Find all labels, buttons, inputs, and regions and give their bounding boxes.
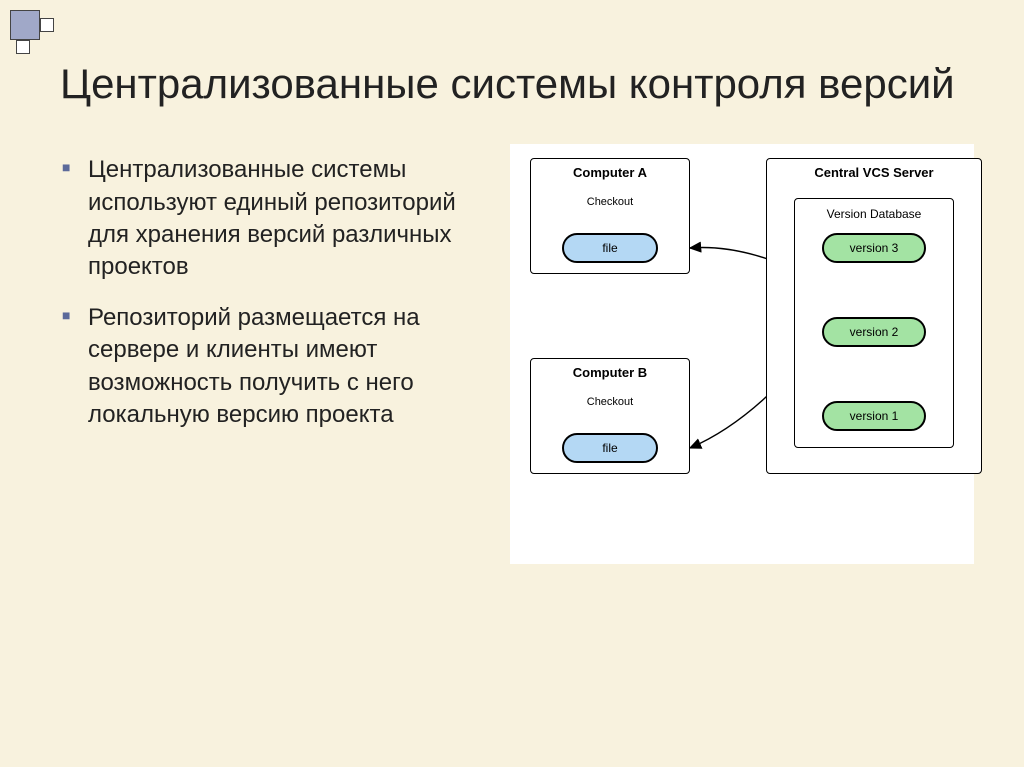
vcs-diagram: Computer A Checkout file Computer B Checkout… — [510, 144, 974, 564]
file-pill: file — [562, 233, 658, 263]
version-database-panel: Version Database version 3 version 2 versio… — [794, 198, 954, 448]
decoration-block — [16, 40, 30, 54]
decoration-block — [10, 10, 40, 40]
version-pill: version 2 — [822, 317, 926, 347]
slide: Централизованные системы контроля версий… — [0, 0, 1024, 584]
bullet-list: Централизованные системы используют един… — [60, 144, 490, 564]
checkout-label: Checkout — [531, 196, 689, 208]
file-pill: file — [562, 433, 658, 463]
bullet-item: Централизованные системы используют един… — [60, 154, 490, 284]
slide-title: Централизованные системы контроля версий — [60, 60, 974, 108]
computer-a-panel: Computer A Checkout file — [530, 158, 690, 274]
decoration-block — [40, 18, 54, 32]
slide-content: Централизованные системы используют един… — [60, 144, 974, 564]
computer-b-panel-title: Computer B — [531, 365, 689, 380]
version-pill: version 1 — [822, 401, 926, 431]
computer-b-panel: Computer B Checkout file — [530, 358, 690, 474]
server-panel-title: Central VCS Server — [767, 165, 981, 180]
version-pill: version 3 — [822, 233, 926, 263]
bullet-item: Репозиторий размещается на сервере и кли… — [60, 302, 490, 432]
checkout-label: Checkout — [531, 396, 689, 408]
version-database-title: Version Database — [795, 207, 953, 221]
computer-a-panel-title: Computer A — [531, 165, 689, 180]
